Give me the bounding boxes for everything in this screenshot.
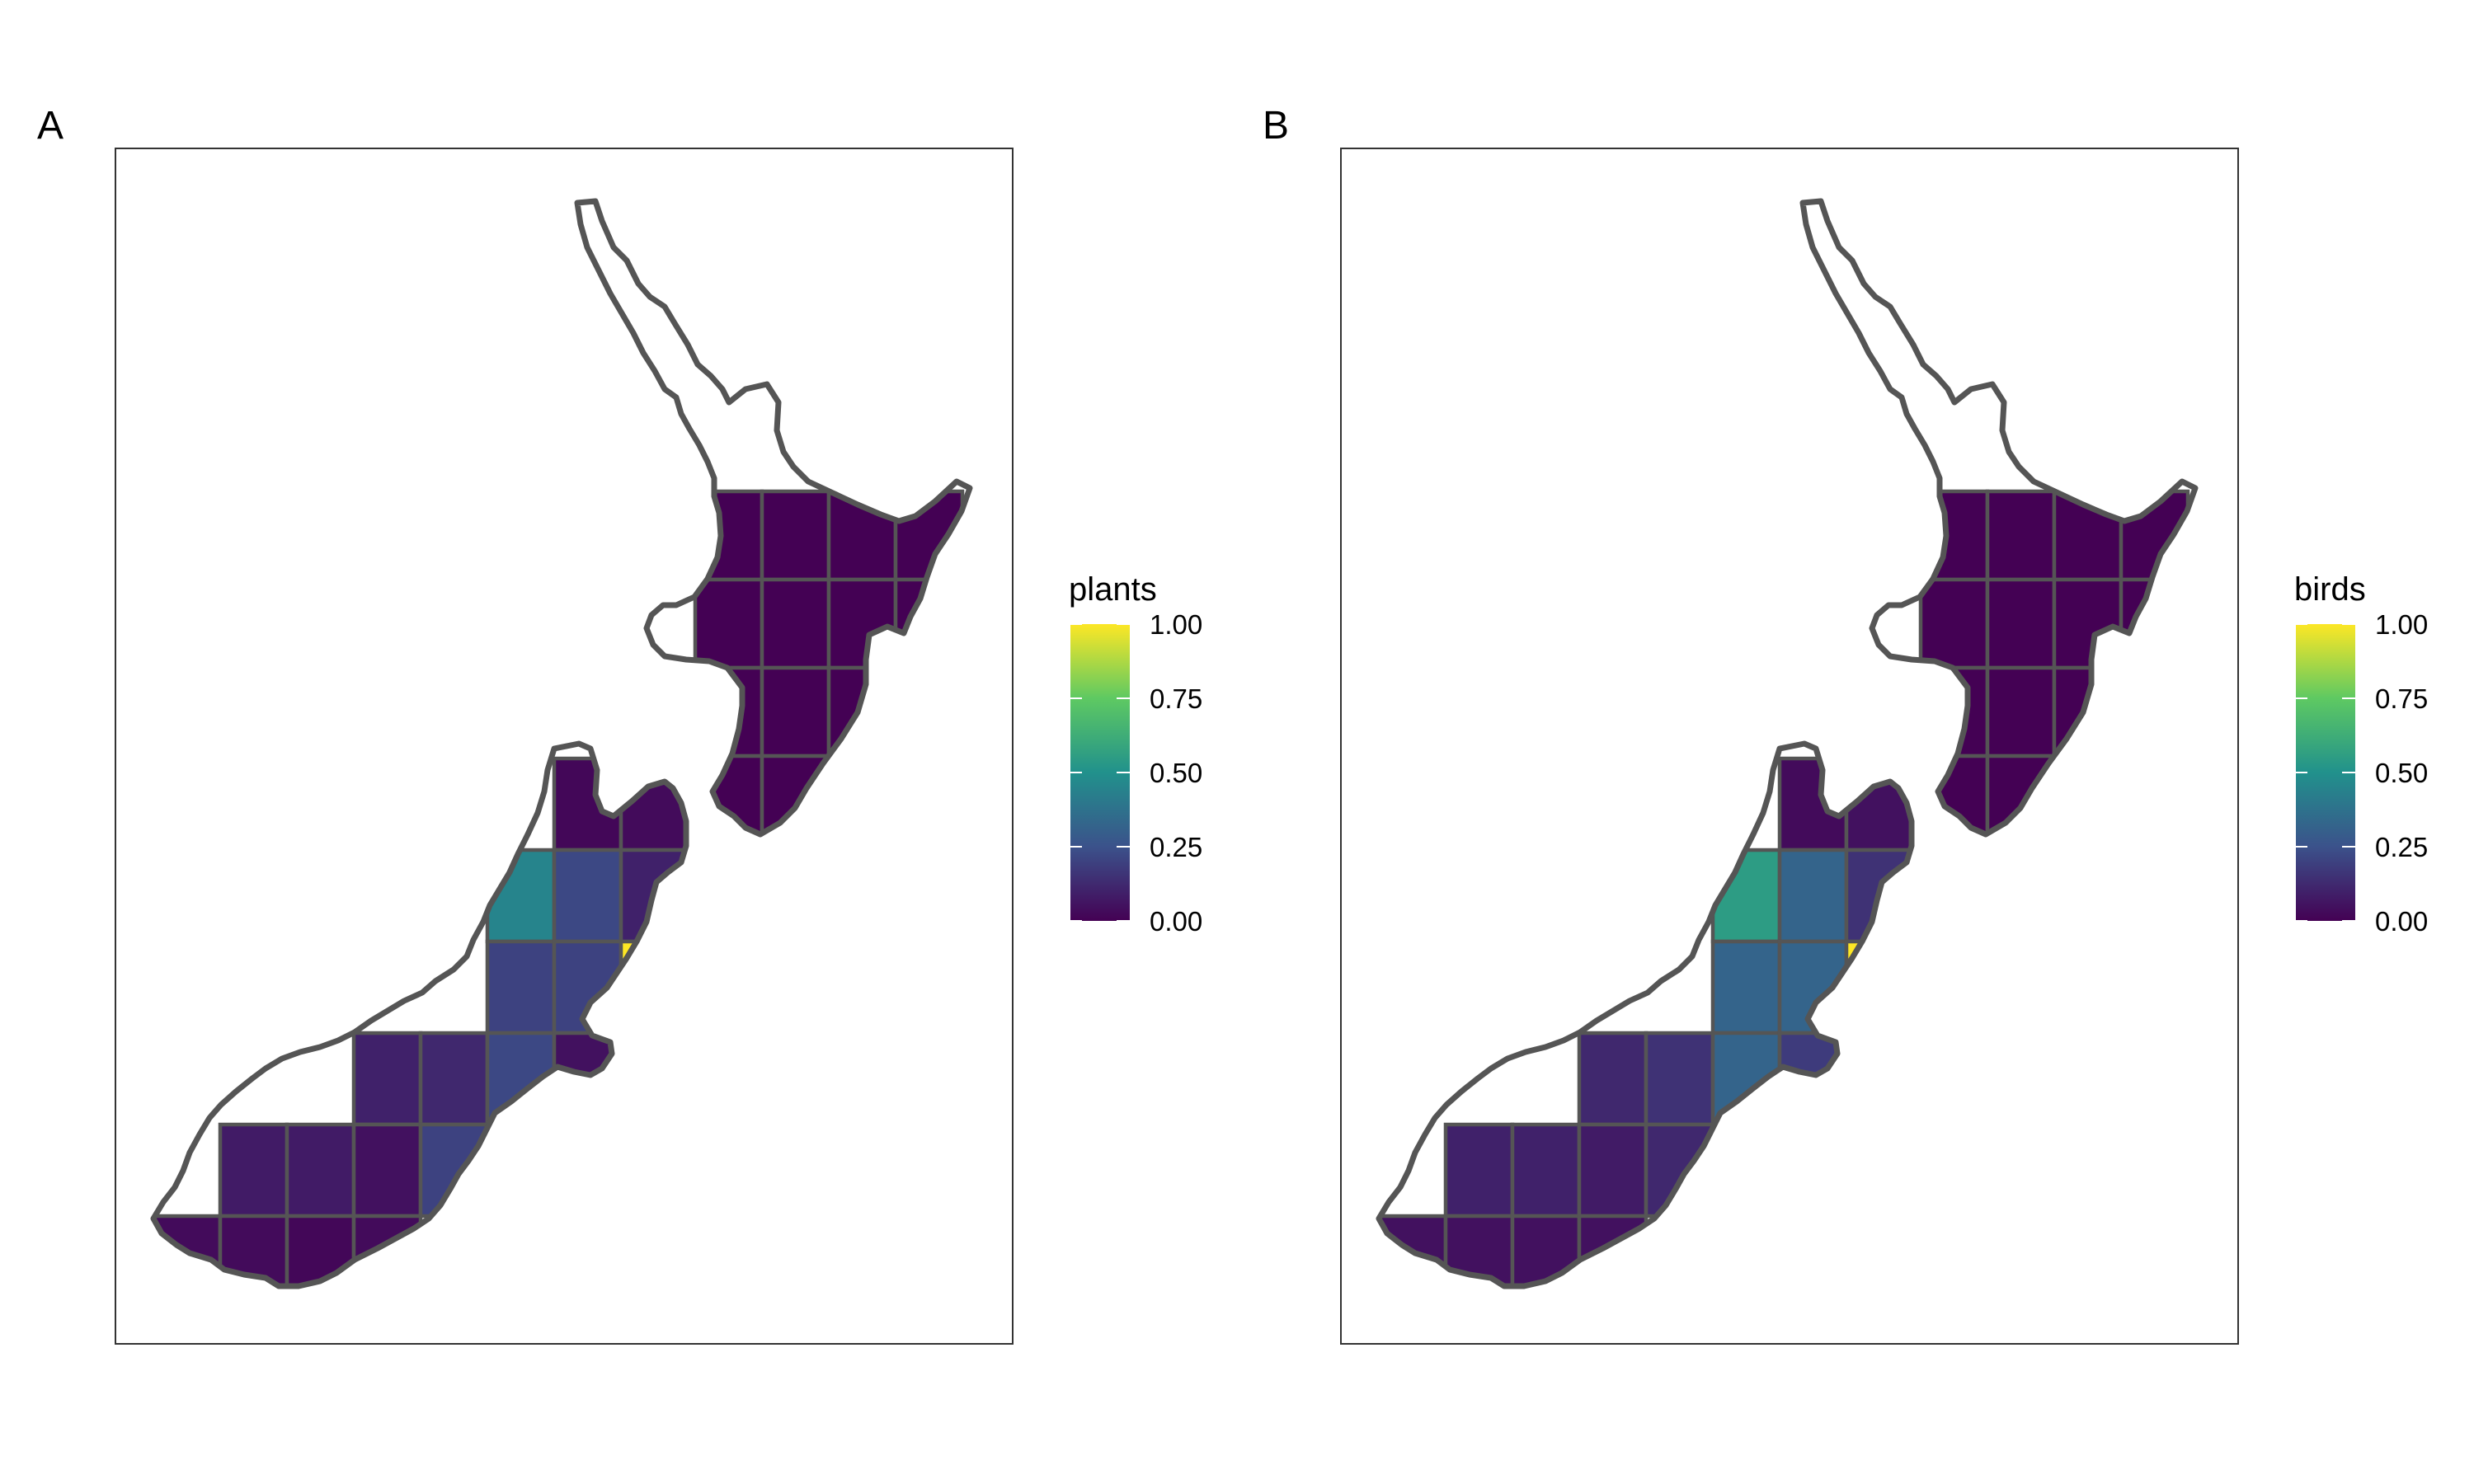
- grid-cell: [1985, 489, 2057, 582]
- grid-cell: [1918, 489, 1990, 582]
- grid-cell: [1443, 1122, 1515, 1219]
- legend-tick-label: 0.25: [1150, 832, 1202, 862]
- south-island-cells: [1379, 756, 1912, 1399]
- legend: birds 1.00 0.75 0.50 0.25 0.00: [2294, 571, 2428, 937]
- grid-cell: [826, 577, 898, 670]
- grid-cell: [1985, 577, 2057, 670]
- grid-cell: [1644, 1031, 1715, 1127]
- grid-cell: [153, 1308, 220, 1399]
- legend: plants 1.00 0.75 0.50 0.25 0.00: [1069, 571, 1202, 937]
- legend-tick-label: 0.00: [1150, 906, 1202, 937]
- grid-cell: [1777, 848, 1849, 944]
- north-island-cells: [1918, 489, 2190, 834]
- legend-tick-label: 0.00: [2375, 906, 2428, 937]
- legend-tick-label: 0.50: [1150, 758, 1202, 788]
- legend-tick-label: 1.00: [2375, 609, 2428, 640]
- grid-cell: [1512, 1308, 1579, 1399]
- grid-cell: [552, 939, 623, 1036]
- grid-cell: [2052, 577, 2124, 670]
- legend-tick-label: 0.75: [1150, 683, 1202, 714]
- grid-cell: [1510, 1214, 1582, 1286]
- map-frame: [1340, 148, 2239, 1345]
- grid-cell: [1577, 1031, 1649, 1127]
- grid-cell: [1710, 939, 1782, 1036]
- grid-cell: [418, 1122, 490, 1219]
- legend-title: birds: [2294, 571, 2366, 608]
- grid-cell: [1644, 1122, 1715, 1219]
- grid-cell: [1379, 1308, 1446, 1399]
- panel-tag: B: [1263, 104, 1289, 148]
- legend-tick-label: 0.50: [2375, 758, 2428, 788]
- grid-cell: [760, 577, 831, 670]
- legend-tick-label: 0.25: [2375, 832, 2428, 862]
- grid-cell: [552, 848, 623, 944]
- grid-cell: [1777, 939, 1849, 1036]
- grid-cell: [220, 1308, 287, 1399]
- grid-cell: [760, 665, 831, 758]
- map-frame: [115, 148, 1014, 1345]
- grid-cell: [1918, 577, 1990, 670]
- grid-cell: [418, 1031, 490, 1127]
- legend-tick-label: 1.00: [1150, 609, 1202, 640]
- grid-cell: [1577, 1122, 1649, 1219]
- legend-title: plants: [1069, 571, 1157, 608]
- grid-cell: [218, 1214, 289, 1286]
- grid-cell: [218, 1122, 289, 1219]
- grid-cell: [285, 1214, 356, 1286]
- grid-cell: [552, 756, 623, 852]
- south-island-cells: [153, 756, 686, 1399]
- grid-cell: [351, 1122, 423, 1219]
- grid-cell: [693, 577, 764, 670]
- panel-tag: A: [37, 104, 63, 148]
- grid-cell: [1443, 1214, 1515, 1286]
- grid-cell: [1510, 1122, 1582, 1219]
- legend-tick-label: 0.75: [2375, 683, 2428, 714]
- grid-cell: [1918, 665, 1990, 758]
- north-island-cells: [693, 489, 965, 834]
- panel-b: B birds 1.00 0.75 0.50 0.25 0.00: [1263, 104, 2428, 1399]
- grid-cell: [693, 665, 764, 758]
- grid-cell: [1985, 665, 2057, 758]
- grid-cell: [693, 489, 764, 582]
- grid-cell: [285, 1122, 356, 1219]
- grid-cell: [760, 489, 831, 582]
- grid-cell: [1446, 1308, 1512, 1399]
- grid-cell: [351, 1031, 423, 1127]
- grid-cell: [287, 1308, 354, 1399]
- grid-cell: [1777, 756, 1849, 852]
- panel-a: A plants 1.00 0.75 0.50 0.25 0.00: [37, 104, 1202, 1399]
- grid-cell: [485, 939, 557, 1036]
